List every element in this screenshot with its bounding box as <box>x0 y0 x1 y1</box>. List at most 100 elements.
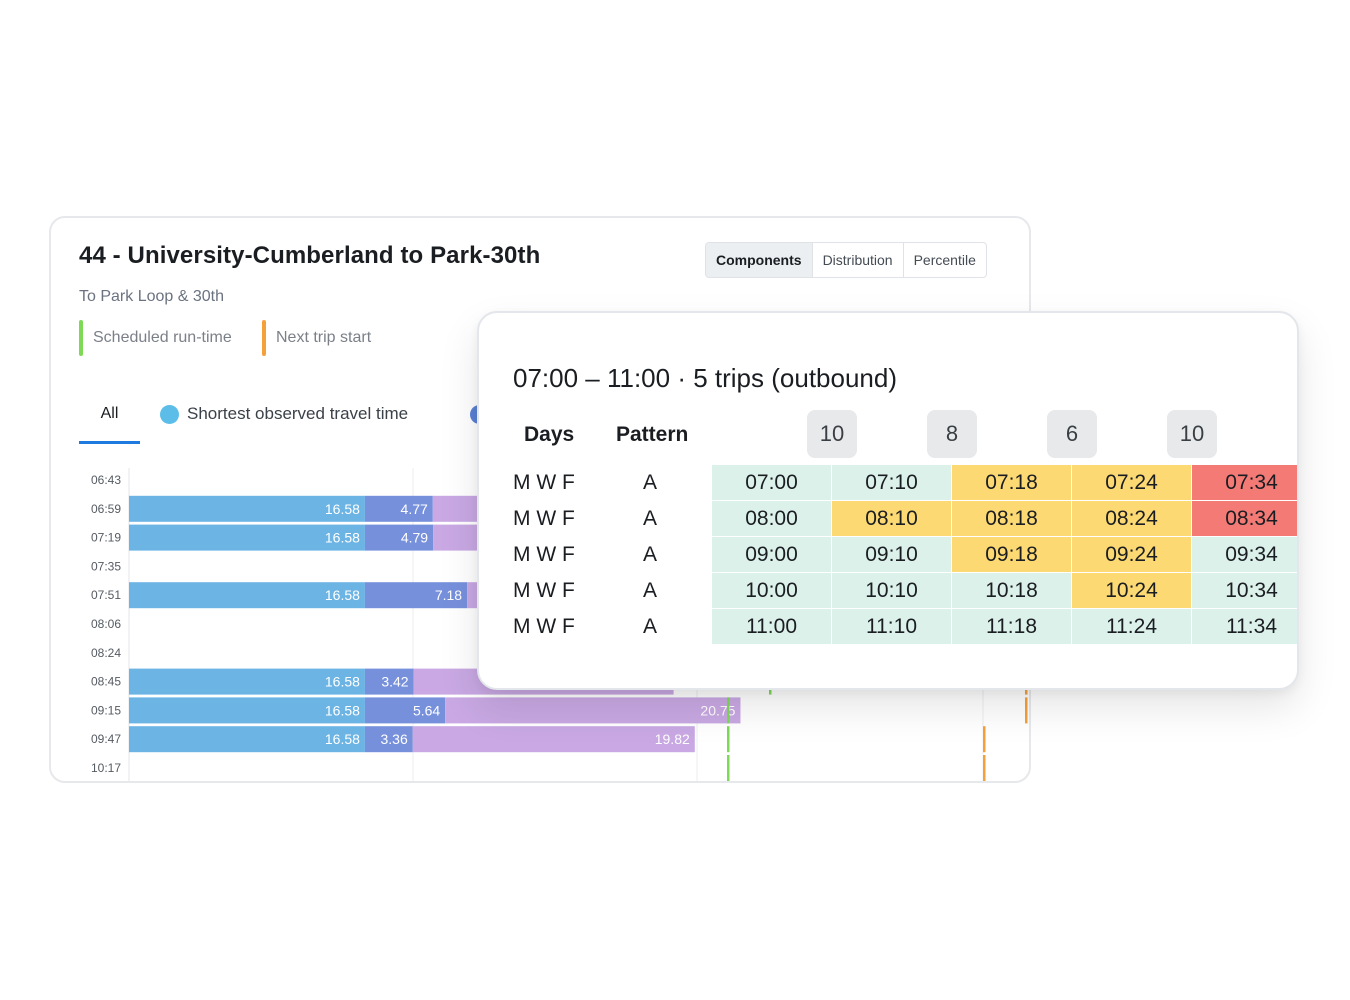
trip-time-cell[interactable]: 07:34 <box>1192 465 1297 500</box>
trip-time-cell[interactable]: 09:24 <box>1072 537 1191 572</box>
bar-segment <box>364 697 446 724</box>
row-pattern: A <box>643 543 658 566</box>
headway-badge: 8 <box>927 410 977 458</box>
row-days: M W F <box>513 615 575 638</box>
trip-time-cell[interactable]: 08:10 <box>832 501 951 536</box>
trip-time-cell[interactable]: 11:18 <box>952 609 1071 644</box>
bar-segment <box>129 495 365 522</box>
toggle-percentile[interactable]: Percentile <box>913 252 976 268</box>
trip-time-cell[interactable]: 09:10 <box>832 537 951 572</box>
row-pattern: A <box>643 579 658 602</box>
bar-segment <box>364 524 434 551</box>
bar-value-label: 4.77 <box>401 501 428 517</box>
y-tick-label: 08:06 <box>91 617 121 631</box>
bar-segment <box>129 726 365 753</box>
y-tick-label: 10:17 <box>91 761 121 775</box>
y-tick-label: 09:47 <box>91 732 121 746</box>
bar-segment <box>364 726 413 753</box>
row-days: M W F <box>513 543 575 566</box>
bar-value-label: 16.58 <box>325 674 360 690</box>
bar-segment <box>445 697 741 724</box>
bar-value-label: 3.42 <box>381 674 408 690</box>
legend-label-scheduled: Scheduled run-time <box>93 329 232 346</box>
bar-segment <box>129 697 365 724</box>
row-pattern: A <box>643 471 658 494</box>
legend-swatch-scheduled <box>79 320 83 356</box>
next-trip-marker <box>983 726 986 753</box>
trip-time-cell[interactable]: 07:24 <box>1072 465 1191 500</box>
tab-shortest-label: Shortest observed travel time <box>187 404 409 423</box>
y-tick-label: 07:19 <box>91 531 121 545</box>
trip-time-cell[interactable]: 11:34 <box>1192 609 1297 644</box>
bar-value-label: 19.82 <box>655 731 690 747</box>
tab-shortest-observed[interactable]: Shortest observed travel time <box>160 396 408 432</box>
y-tick-label: 09:15 <box>91 703 121 717</box>
row-pattern: A <box>643 507 658 530</box>
bar-value-label: 3.36 <box>380 731 407 747</box>
trip-time-cell[interactable]: 11:24 <box>1072 609 1191 644</box>
y-tick-label: 06:43 <box>91 473 121 487</box>
trip-time-cell[interactable]: 10:10 <box>832 573 951 608</box>
days-header: Days <box>524 423 575 446</box>
trip-time-cell[interactable]: 09:34 <box>1192 537 1297 572</box>
bar-segment <box>364 495 433 522</box>
row-pattern: A <box>643 615 658 638</box>
bar-value-label: 4.79 <box>401 530 428 546</box>
toggle-distribution[interactable]: Distribution <box>813 243 904 277</box>
legend-next-trip-start: Next trip start <box>262 320 371 356</box>
tab-all[interactable]: All <box>79 396 140 444</box>
trip-time-cell[interactable]: 08:34 <box>1192 501 1297 536</box>
bar-segment <box>129 524 365 551</box>
trip-detail-card: 07:00 – 11:00 · 5 trips (outbound) Days … <box>477 311 1299 690</box>
legend-scheduled-run-time: Scheduled run-time <box>79 320 232 356</box>
scheduled-marker <box>727 697 730 724</box>
view-toggle: Components Distribution Percentile <box>705 242 987 278</box>
scheduled-marker <box>727 755 730 781</box>
bar-value-label: 16.58 <box>325 587 360 603</box>
y-tick-label: 08:45 <box>91 675 121 689</box>
bar-value-label: 5.64 <box>413 702 440 718</box>
next-trip-marker <box>983 755 986 781</box>
bar-value-label: 7.18 <box>435 587 462 603</box>
trip-time-cell[interactable]: 08:00 <box>712 501 831 536</box>
y-tick-label: 06:59 <box>91 502 121 516</box>
trip-time-cell[interactable]: 08:24 <box>1072 501 1191 536</box>
trip-time-cell[interactable]: 07:00 <box>712 465 831 500</box>
trip-time-cell[interactable]: 10:24 <box>1072 573 1191 608</box>
row-days: M W F <box>513 507 575 530</box>
trip-time-cell[interactable]: 08:18 <box>952 501 1071 536</box>
bar-value-label: 16.58 <box>325 530 360 546</box>
y-tick-label: 08:24 <box>91 646 121 660</box>
headway-badge: 10 <box>1167 410 1217 458</box>
bar-segment <box>364 582 468 609</box>
pattern-header: Pattern <box>616 423 689 446</box>
trip-detail-title: 07:00 – 11:00 · 5 trips (outbound) <box>513 363 897 393</box>
bar-segment <box>412 726 695 753</box>
headway-badge: 10 <box>807 410 857 458</box>
toggle-components[interactable]: Components <box>706 243 813 277</box>
legend-label-next-trip: Next trip start <box>276 329 372 346</box>
scheduled-marker <box>727 726 730 753</box>
bar-value-label: 16.58 <box>325 702 360 718</box>
trip-time-cell[interactable]: 07:18 <box>952 465 1071 500</box>
bar-value-label: 16.58 <box>325 501 360 517</box>
bar-segment <box>129 668 365 695</box>
y-tick-label: 07:51 <box>91 588 121 602</box>
trip-time-cell[interactable]: 10:00 <box>712 573 831 608</box>
next-trip-marker <box>1025 697 1028 724</box>
row-days: M W F <box>513 471 575 494</box>
trip-time-cell[interactable]: 10:34 <box>1192 573 1297 608</box>
trip-time-cell[interactable]: 11:00 <box>712 609 831 644</box>
legend-swatch-next-trip <box>262 320 266 356</box>
y-tick-label: 07:35 <box>91 559 121 573</box>
trip-time-cell[interactable]: 07:10 <box>832 465 951 500</box>
trip-time-cell[interactable]: 09:00 <box>712 537 831 572</box>
route-subtitle: To Park Loop & 30th <box>79 288 224 305</box>
trip-time-cell[interactable]: 11:10 <box>832 609 951 644</box>
headway-badge: 6 <box>1047 410 1097 458</box>
bar-value-label: 16.58 <box>325 731 360 747</box>
trip-time-cell[interactable]: 09:18 <box>952 537 1071 572</box>
series-dot-icon <box>160 404 179 424</box>
trip-time-cell[interactable]: 10:18 <box>952 573 1071 608</box>
bar-segment <box>129 582 365 609</box>
